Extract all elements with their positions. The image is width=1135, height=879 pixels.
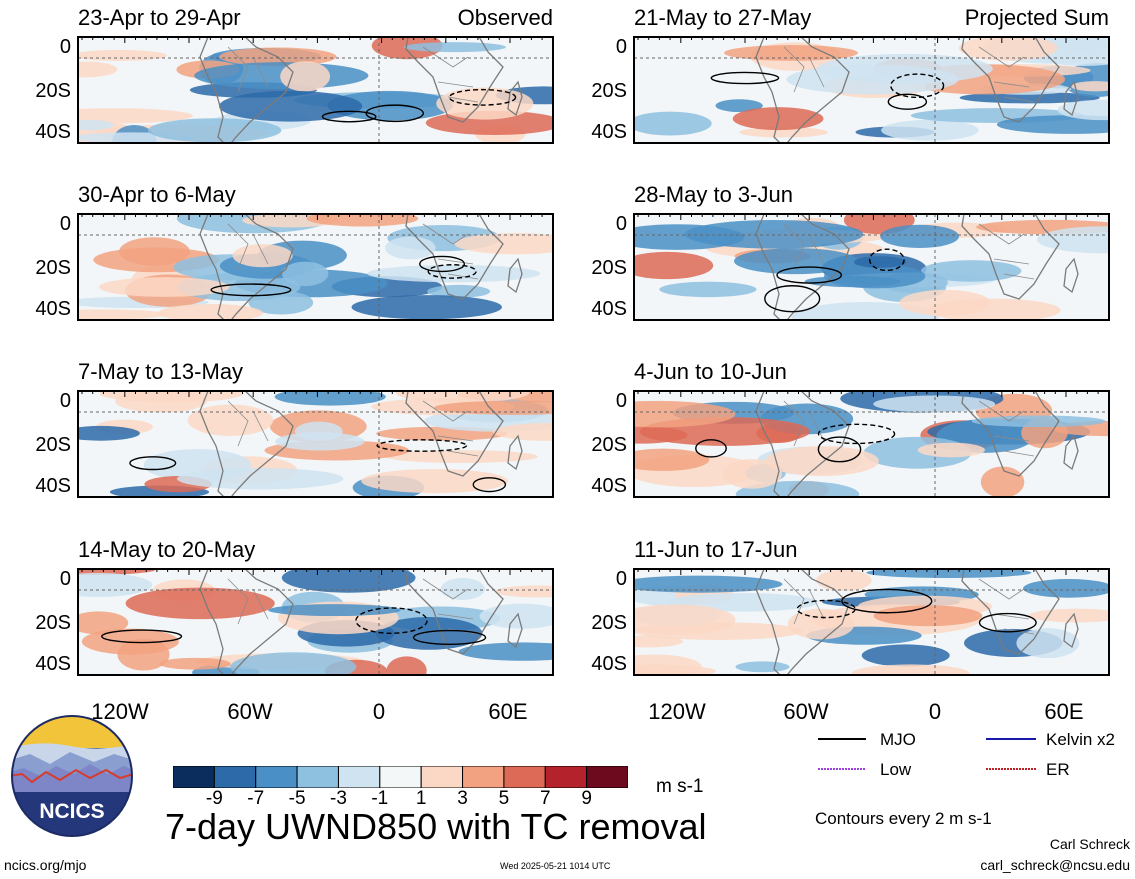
panel-title: 7-May to 13-May [78, 359, 244, 384]
colorbar-units: m s-1 [656, 776, 704, 797]
y-axis-label: 20S [35, 612, 71, 634]
kelvin-line-sample [986, 738, 1036, 740]
y-axis-label: 20S [591, 434, 627, 456]
colorbar-tick-label: -5 [288, 788, 306, 809]
colorbar-swatch [255, 765, 298, 789]
logo-text: NCICS [39, 800, 104, 823]
colorbar-swatch [586, 765, 629, 789]
panel-title: 21-May to 27-May [634, 5, 812, 30]
er-line-sample [986, 768, 1036, 770]
ncics-logo: NCICS [10, 714, 134, 838]
y-axis-label: 0 [59, 390, 71, 412]
y-axis-label: 20S [35, 434, 71, 456]
main-title: 7-day UWND850 with TC removal [165, 806, 707, 847]
y-axis-label: 0 [615, 213, 627, 235]
panel-tag: Observed [457, 5, 553, 30]
colorbar-swatch [544, 765, 588, 789]
footer-author: Carl Schreck [1049, 836, 1130, 852]
y-axis-label: 40S [591, 475, 627, 497]
y-axis-label: 40S [35, 298, 71, 320]
legend-mjo: MJO [880, 730, 916, 749]
x-label-60e: 60E [488, 699, 528, 724]
mjo-line-sample [818, 738, 866, 740]
colorbar-swatch [172, 765, 215, 789]
y-axis-label: 40S [35, 653, 71, 675]
y-axis-label: 20S [591, 80, 627, 102]
y-axis-label: 40S [591, 653, 627, 675]
map-panel-plot [77, 568, 554, 676]
map-panel-plot [633, 213, 1110, 321]
colorbar-swatch [337, 765, 381, 789]
map-panel-plot [77, 390, 554, 498]
x-label-60w: 60W [783, 699, 829, 724]
y-axis-label: 40S [35, 475, 71, 497]
colorbar-swatch [213, 765, 257, 789]
footer-url[interactable]: ncics.org/mjo [4, 857, 87, 873]
y-axis-label: 20S [591, 257, 627, 279]
x-label-60w: 60W [227, 699, 273, 724]
y-axis-label: 40S [35, 121, 71, 143]
y-axis-label: 20S [35, 257, 71, 279]
y-axis-label: 0 [615, 390, 627, 412]
colorbar-tick-label: 7 [539, 788, 551, 809]
colorbar-swatch [420, 765, 464, 789]
legend-low: Low [880, 760, 912, 779]
map-panel-plot [633, 390, 1110, 498]
y-axis-label: 40S [591, 121, 627, 143]
colorbar-tick-label: 9 [581, 788, 592, 809]
y-axis-label: 0 [59, 568, 71, 590]
legend-kelvin: Kelvin x2 [1046, 730, 1115, 749]
x-label-60e: 60E [1044, 699, 1084, 724]
panel-title: 28-May to 3-Jun [634, 182, 793, 207]
colorbar-swatch [462, 765, 505, 789]
y-axis-label: 0 [59, 36, 71, 58]
x-label-0: 0 [372, 699, 386, 724]
colorbar-swatch [379, 765, 422, 789]
contours-note: Contours every 2 m s-1 [815, 809, 992, 828]
x-label-120w: 120W [648, 699, 706, 724]
panel-title: 30-Apr to 6-May [78, 182, 236, 207]
map-panel-plot [77, 36, 554, 144]
y-axis-label: 20S [35, 80, 71, 102]
colorbar-tick-label: -7 [247, 788, 265, 809]
low-line-sample [818, 768, 866, 770]
colorbar-tick-label: -3 [330, 788, 347, 809]
footer-timestamp: Wed 2025-05-21 1014 UTC [500, 861, 611, 871]
footer-email[interactable]: carl_schreck@ncsu.edu [980, 857, 1130, 873]
map-panel-plot [77, 213, 554, 321]
map-panel-plot [633, 568, 1110, 676]
panel-title: 23-Apr to 29-Apr [78, 5, 241, 30]
y-axis-label: 0 [59, 213, 71, 235]
y-axis-label: 0 [615, 36, 627, 58]
panel-title: 11-Jun to 17-Jun [634, 537, 798, 562]
y-axis-label: 40S [591, 298, 627, 320]
panel-tag: Projected Sum [964, 5, 1109, 30]
y-axis-label: 0 [615, 568, 627, 590]
legend-er: ER [1046, 760, 1070, 779]
colorbar-swatch [296, 765, 339, 789]
colorbar-tick-label: 5 [498, 788, 510, 809]
y-axis-label: 20S [591, 612, 627, 634]
colorbar-tick-label: 3 [457, 788, 468, 809]
colorbar-tick-label: -9 [205, 788, 223, 809]
map-panel-plot [633, 36, 1110, 144]
colorbar-tick-label: -1 [371, 788, 389, 809]
colorbar-tick-label: 1 [415, 788, 427, 809]
colorbar [172, 765, 629, 793]
colorbar-swatch [503, 765, 546, 789]
panel-title: 14-May to 20-May [78, 537, 256, 562]
x-label-0: 0 [928, 699, 942, 724]
x-label-120w: 120W [91, 699, 149, 724]
panel-title: 4-Jun to 10-Jun [634, 359, 787, 384]
